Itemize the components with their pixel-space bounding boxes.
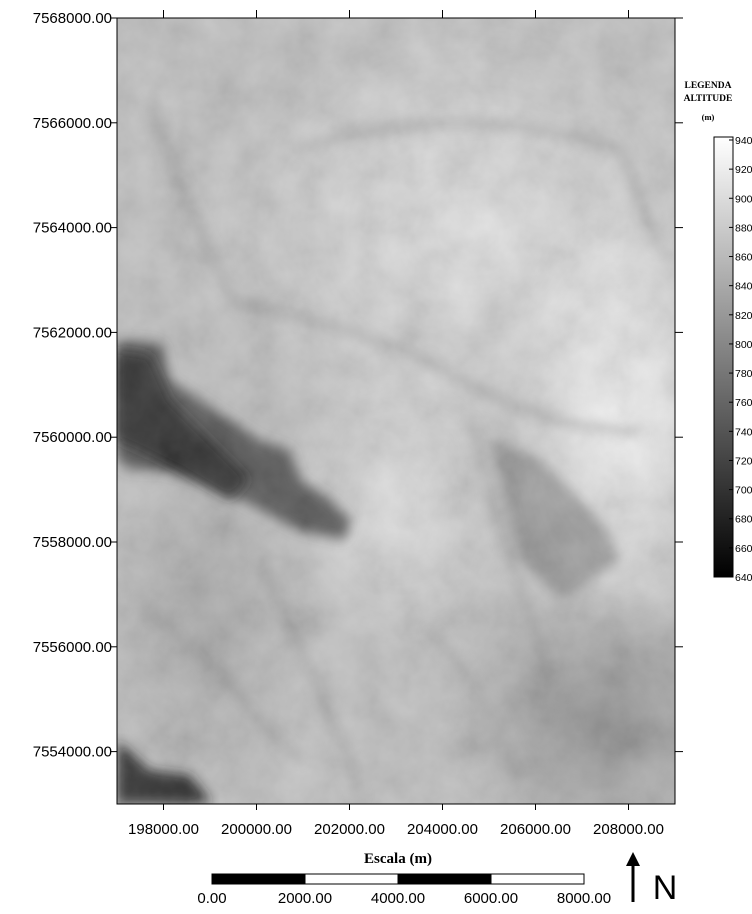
colorbar-tick-label: 920 [735,164,752,176]
scale-tick-label: 4000.00 [371,890,425,907]
legend-title: ALTITUDE [684,94,733,104]
y-tick-label: 7560000.00 [33,429,112,446]
scale-tick-label: 8000.00 [557,890,611,907]
colorbar-tick-label: 640 [735,572,752,584]
colorbar-tick-label: 660 [735,543,752,555]
y-tick-label: 7564000.00 [33,220,112,237]
north-label: N [653,869,678,907]
colorbar-tick-label: 740 [735,426,752,438]
colorbar-tick-label: 880 [735,222,752,234]
colorbar-tick-label: 780 [735,368,752,380]
scale-tick-label: 0.00 [197,890,226,907]
colorbar-tick-label: 760 [735,397,752,409]
scale-tick-label: 6000.00 [464,890,518,907]
colorbar-tick-label: 860 [735,252,752,264]
colorbar [714,137,733,577]
y-tick-label: 7558000.00 [33,534,112,551]
x-tick-label: 206000.00 [500,821,571,838]
x-tick-label: 208000.00 [593,821,664,838]
north-arrow [626,852,640,902]
legend-unit: (m) [702,112,715,122]
colorbar-tick-label: 900 [735,193,752,205]
colorbar-tick-label: 700 [735,485,752,497]
x-tick-label: 202000.00 [314,821,385,838]
y-tick-label: 7554000.00 [33,744,112,761]
colorbar-tick-label: 840 [735,281,752,293]
scale-tick-label: 2000.00 [278,890,332,907]
scale-segment [212,874,305,884]
colorbar-tick-label: 800 [735,339,752,351]
y-tick-label: 7556000.00 [33,639,112,656]
scale-segment [398,874,491,884]
y-tick-label: 7562000.00 [33,324,112,341]
elevation-map [90,10,752,860]
colorbar-tick-label: 940 [735,135,752,147]
colorbar-tick-label: 820 [735,310,752,322]
legend-title: LEGENDA [685,81,732,91]
colorbar-tick-label: 680 [735,514,752,526]
scale-title: Escala (m) [364,851,432,867]
map-figure: 198000.00 200000.00 202000.00 204000.00 2060… [0,0,752,914]
y-tick-label: 7568000.00 [33,10,112,27]
x-tick-label: 198000.00 [128,821,199,838]
x-tick-label: 204000.00 [407,821,478,838]
scale-segment [305,874,398,884]
colorbar-tick-label: 720 [735,455,752,467]
scale-segment [491,874,584,884]
y-tick-label: 7566000.00 [33,115,112,132]
x-tick-label: 200000.00 [221,821,292,838]
